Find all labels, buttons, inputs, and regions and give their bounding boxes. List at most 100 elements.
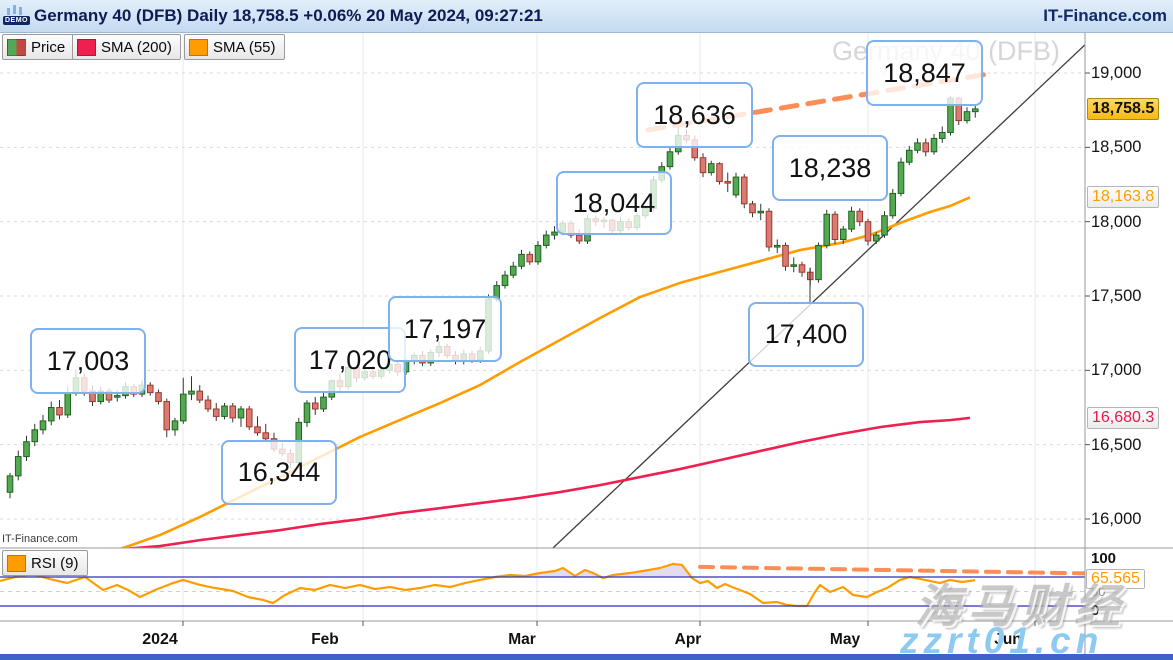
- rsi-panel[interactable]: [0, 562, 1085, 608]
- candle-body: [971, 108, 979, 113]
- candle-body: [509, 265, 517, 276]
- candle-body: [262, 432, 270, 440]
- candle-body: [740, 176, 748, 205]
- legend-sma200-label: SMA (200): [101, 38, 172, 56]
- candle-body: [47, 407, 55, 422]
- price-swatch-icon: [7, 38, 26, 56]
- candle-body: [311, 402, 319, 410]
- candle-body: [56, 407, 63, 416]
- candle-body: [831, 213, 839, 241]
- candle-body: [905, 149, 913, 163]
- candle-body: [815, 244, 822, 281]
- cn-url-watermark: zzrt01.cn: [900, 620, 1104, 660]
- candle-body: [864, 221, 872, 242]
- price-axis-label: 17,500: [1091, 287, 1142, 305]
- mini-candles-icon: [7, 4, 23, 15]
- rsi-trendline-dashed: [698, 564, 1085, 576]
- candle-body: [790, 264, 798, 267]
- candle-body: [732, 176, 740, 196]
- candle-body: [146, 384, 154, 394]
- chart-title: Germany 40 (DFB) Daily 18,758.5 +0.06% 2…: [34, 6, 543, 25]
- time-scrollbar[interactable]: [0, 654, 1173, 660]
- candle-body: [501, 274, 509, 287]
- candle-body: [39, 420, 47, 431]
- candle-body: [551, 231, 558, 236]
- month-label: Apr: [674, 631, 702, 648]
- candle-body: [64, 392, 72, 416]
- candle-body: [113, 395, 121, 398]
- legend-sma55-chip[interactable]: SMA (55): [184, 34, 285, 60]
- candle-body: [221, 405, 228, 417]
- candle-body: [542, 234, 550, 246]
- annotation-label[interactable]: 18,238: [772, 135, 888, 201]
- candle-body: [707, 163, 715, 174]
- annotation-label[interactable]: 18,847: [866, 40, 983, 106]
- legend-rsi-chip[interactable]: RSI (9): [2, 550, 88, 576]
- candle-body: [163, 401, 171, 431]
- candle-body: [856, 210, 864, 223]
- rsi-line: [0, 562, 976, 608]
- candle-body: [518, 253, 525, 267]
- candle-body: [526, 253, 534, 263]
- annotation-label[interactable]: 18,044: [556, 171, 672, 235]
- candle-body: [881, 215, 888, 236]
- rsi-swatch-icon: [7, 554, 26, 572]
- candle-body: [196, 390, 204, 401]
- candle-body: [155, 392, 162, 403]
- last-price-label: 18,758.5: [1087, 97, 1160, 120]
- month-label: Feb: [311, 631, 339, 648]
- candle-body: [938, 131, 946, 139]
- price-axis-label: 16,500: [1091, 435, 1142, 454]
- candle-body: [963, 111, 971, 122]
- demo-badge-label: DEMO: [3, 16, 30, 25]
- candle-body: [749, 203, 756, 214]
- candle-body: [254, 426, 261, 434]
- site-watermark: IT-Finance.com: [2, 533, 78, 545]
- month-label: 2024: [142, 631, 178, 648]
- candle-body: [922, 142, 930, 153]
- main-plot[interactable]: [6, 40, 1090, 549]
- legend-price-chip[interactable]: Price: [2, 34, 75, 60]
- price-axis-label: 18,500: [1091, 138, 1142, 157]
- candle-body: [188, 390, 195, 395]
- rsi-axis-label: 0: [1091, 602, 1100, 619]
- price-axis-label: 19,000: [1091, 64, 1142, 82]
- month-label: Jun: [994, 631, 1022, 648]
- price-axis-label: 16,000: [1091, 510, 1142, 528]
- candle-body: [320, 396, 327, 410]
- candle-body: [823, 213, 831, 246]
- title-bar: DEMO Germany 40 (DFB) Daily 18,758.5 +0.…: [0, 0, 1173, 33]
- candle-body: [889, 192, 897, 217]
- annotation-label[interactable]: 18,636: [636, 82, 753, 148]
- legend-sma200-chip[interactable]: SMA (200): [72, 34, 181, 60]
- candle-body: [245, 408, 253, 428]
- annotation-label[interactable]: 17,400: [748, 302, 864, 367]
- rsi-axis-label: 100: [1091, 550, 1117, 567]
- brand-link[interactable]: IT-Finance.com: [1043, 6, 1167, 25]
- annotation-label[interactable]: 17,020: [294, 327, 406, 393]
- candle-body: [872, 234, 880, 242]
- sma55-swatch-icon: [189, 38, 208, 56]
- candle-body: [757, 210, 765, 214]
- cn-watermark: 海马财经: [915, 580, 1127, 632]
- sma200-swatch-icon: [77, 38, 96, 56]
- price-axis-label: 18,000: [1091, 212, 1142, 231]
- candle-body: [303, 402, 311, 423]
- candle-body: [575, 234, 583, 242]
- candle-body: [724, 181, 732, 184]
- candle-body: [666, 151, 674, 168]
- sma55-value-label: 18,163.8: [1087, 186, 1160, 209]
- month-label: Mar: [508, 631, 536, 648]
- legend-price-label: Price: [31, 38, 66, 56]
- trendline-black: [552, 43, 1085, 548]
- annotation-label[interactable]: 17,003: [30, 328, 146, 394]
- legend-sma55-label: SMA (55): [213, 38, 276, 56]
- annotation-label[interactable]: 17,197: [388, 296, 502, 362]
- candle-body: [23, 441, 30, 458]
- candle-body: [914, 142, 921, 151]
- sma200-value-label: 16,680.3: [1087, 406, 1160, 429]
- sma-200-line: [121, 416, 971, 548]
- annotation-label[interactable]: 16,344: [221, 440, 337, 505]
